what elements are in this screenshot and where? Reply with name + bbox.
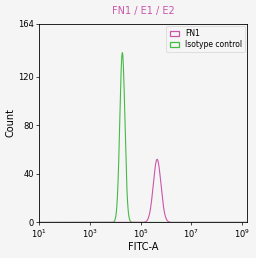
FN1 <box>170 221 173 224</box>
FN1 <box>203 221 206 224</box>
Isotype control <box>219 221 222 224</box>
X-axis label: FITC-A: FITC-A <box>128 243 158 252</box>
Isotype control <box>121 51 124 54</box>
Y-axis label: Count: Count <box>6 108 16 138</box>
Isotype control <box>113 220 116 223</box>
FN1 <box>38 221 41 224</box>
Isotype control <box>38 221 41 224</box>
Isotype control <box>48 221 51 224</box>
FN1 <box>113 221 116 224</box>
FN1 <box>161 196 164 199</box>
FN1 <box>246 221 249 224</box>
Isotype control <box>161 221 164 224</box>
FN1 <box>192 221 195 224</box>
Isotype control <box>192 221 195 224</box>
Isotype control <box>246 221 249 224</box>
Isotype control <box>170 221 173 224</box>
FN1 <box>156 158 159 161</box>
Line: Isotype control: Isotype control <box>39 53 247 222</box>
Legend: FN1, Isotype control: FN1, Isotype control <box>166 26 245 52</box>
Isotype control <box>203 221 206 224</box>
Line: FN1: FN1 <box>39 159 247 222</box>
Text: FN1 / E1 / E2: FN1 / E1 / E2 <box>112 5 175 15</box>
FN1 <box>48 221 51 224</box>
